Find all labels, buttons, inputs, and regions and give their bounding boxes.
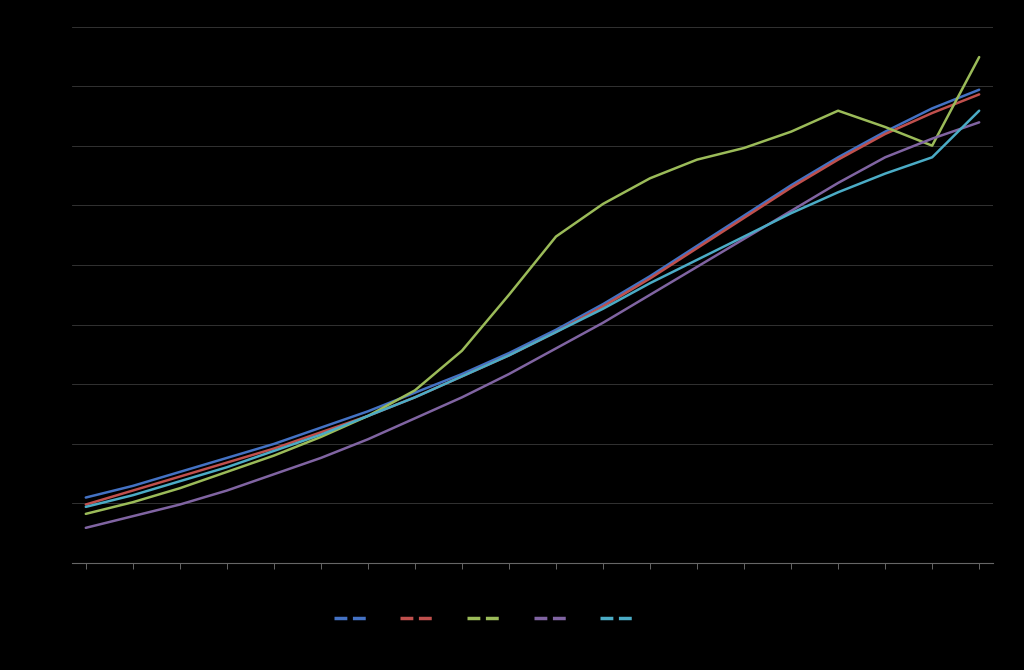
Legend: , , , , : , , , , [328,606,645,631]
